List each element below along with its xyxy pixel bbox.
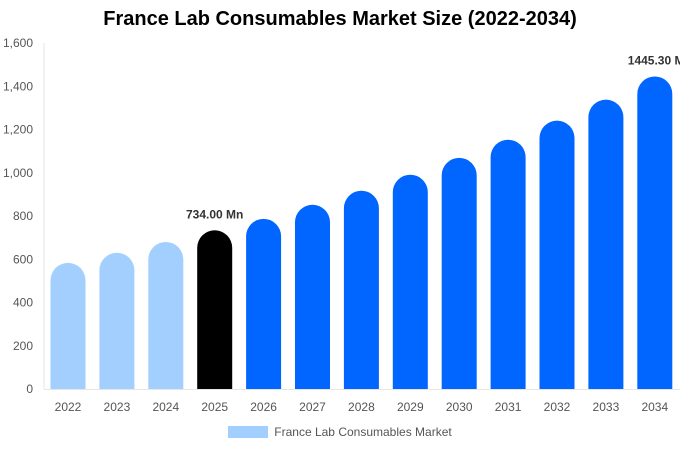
x-tick-label: 2023 [104, 400, 131, 414]
chart-title: France Lab Consumables Market Size (2022… [103, 8, 577, 30]
y-tick-label: 0 [26, 382, 33, 396]
bar-2034 [637, 76, 673, 390]
legend-swatch [228, 426, 269, 438]
x-tick-label: 2031 [495, 400, 522, 414]
bar-2032 [539, 120, 575, 390]
y-tick-label: 200 [13, 339, 33, 353]
bar-chart: 0 200 400 600 800 1,000 1,200 1,400 1,600 2022 202… [3, 36, 680, 414]
y-tick-label: 1,000 [3, 166, 33, 180]
x-tick-label: 2027 [299, 400, 326, 414]
bar-2024 [148, 241, 184, 389]
bar-2025 [197, 230, 233, 389]
legend[interactable]: France Lab Consumables Market [0, 425, 680, 439]
y-tick-label: 800 [13, 209, 33, 223]
bar-2030 [441, 157, 477, 389]
bar-2033 [588, 99, 624, 389]
bar-2022 [50, 262, 86, 389]
legend-label: France Lab Consumables Market [274, 425, 452, 439]
x-tick-label: 2032 [544, 400, 571, 414]
data-label-2025: 734.00 Mn [186, 207, 243, 221]
x-tick-label: 2022 [55, 400, 82, 414]
bar-2029 [392, 174, 428, 389]
bar-2031 [490, 139, 526, 389]
bar-2028 [343, 190, 379, 389]
x-tick-label: 2028 [348, 400, 375, 414]
x-tick-label: 2024 [152, 400, 179, 414]
y-tick-label: 400 [13, 296, 33, 310]
y-tick-label: 1,200 [3, 123, 33, 137]
x-tick-label: 2029 [397, 400, 424, 414]
data-label-2034: 1445.30 Mn [628, 53, 680, 67]
y-tick-label: 1,600 [3, 36, 33, 50]
x-tick-label: 2033 [593, 400, 620, 414]
x-tick-label: 2025 [201, 400, 228, 414]
bar-2026 [246, 218, 282, 389]
y-tick-label: 600 [13, 252, 33, 266]
x-tick-label: 2026 [250, 400, 277, 414]
bar-2023 [99, 252, 135, 389]
x-tick-label: 2034 [641, 400, 668, 414]
y-tick-label: 1,400 [3, 79, 33, 93]
bar-2027 [295, 204, 330, 389]
x-tick-label: 2030 [446, 400, 473, 414]
